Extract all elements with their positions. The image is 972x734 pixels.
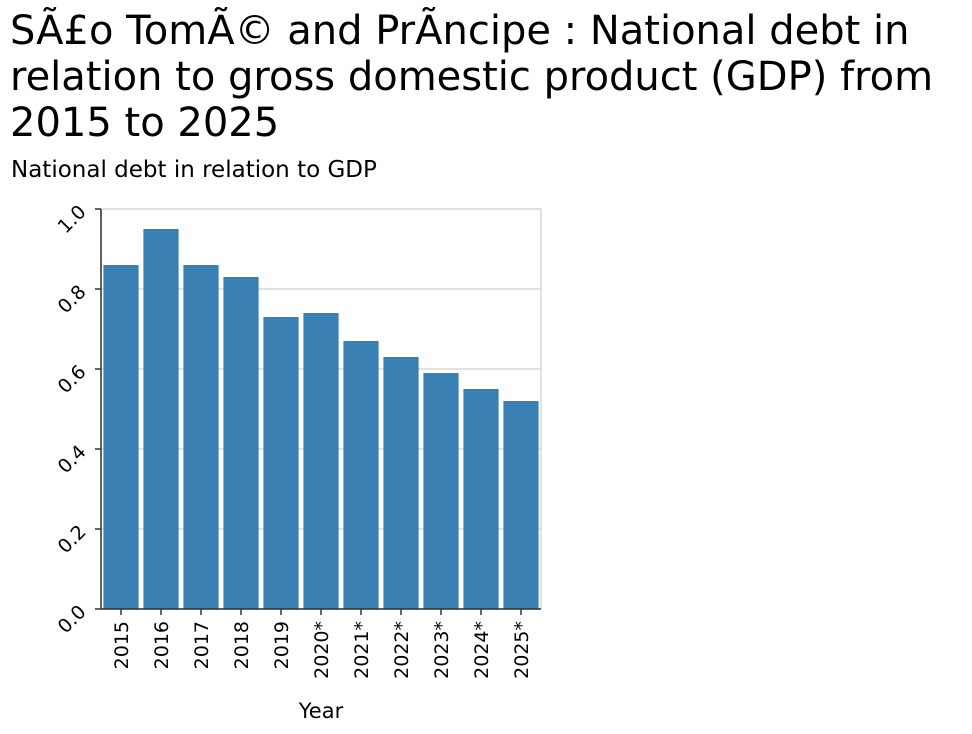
bar: [223, 277, 259, 609]
bar: [503, 401, 539, 609]
x-tick-label: 2022*: [391, 621, 413, 679]
x-tick-label: 2023*: [431, 621, 453, 679]
y-tick-label: 0.8: [54, 281, 91, 318]
bar: [423, 373, 459, 609]
y-axis-title: National debt in relation to GDP: [11, 157, 377, 183]
x-tick-label: 2020*: [311, 621, 333, 679]
x-tick-label: 2017: [191, 621, 213, 669]
y-tick-label: 0.4: [54, 441, 91, 478]
x-tick-label: 2015: [111, 621, 133, 669]
bar: [383, 357, 419, 609]
bars: [103, 229, 539, 609]
x-tick-label: 2021*: [351, 621, 373, 679]
y-tick-label: 0.6: [54, 361, 91, 398]
y-tick-label: 1.0: [54, 201, 91, 238]
bar: [303, 313, 339, 609]
axes: [95, 208, 541, 615]
bar: [463, 389, 499, 609]
chart-title: SÃ£o TomÃ© and PrÃncipe : National debt …: [10, 8, 934, 146]
bar: [343, 341, 379, 609]
y-tick-label: 0.0: [54, 601, 91, 638]
x-tick-label: 2019: [271, 621, 293, 669]
bar: [183, 265, 219, 609]
y-tick-label: 0.2: [54, 521, 91, 558]
x-tick-label: 2016: [151, 621, 173, 669]
x-tick-label: 2025*: [511, 621, 533, 679]
x-tick-label: 2018: [231, 621, 253, 669]
x-tick-label: 2024*: [471, 621, 493, 679]
bar: [263, 317, 299, 609]
bar: [143, 229, 179, 609]
bar: [103, 265, 139, 609]
x-axis-title: Year: [298, 699, 344, 723]
